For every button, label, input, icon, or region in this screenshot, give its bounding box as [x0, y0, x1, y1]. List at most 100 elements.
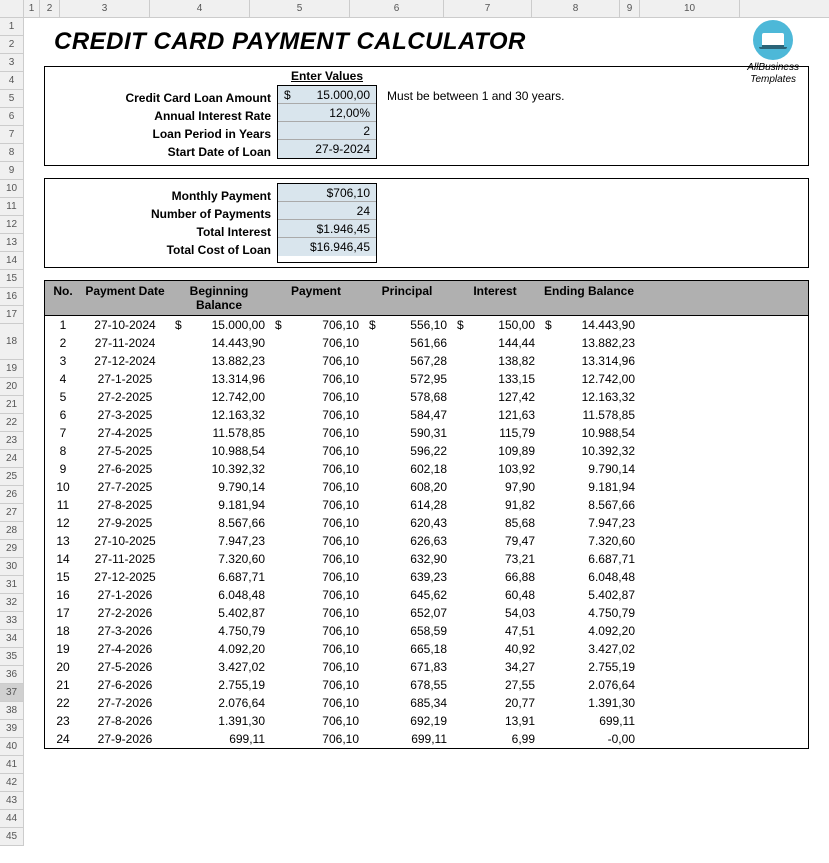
- cell-end: 13.882,23: [539, 334, 639, 352]
- row-header[interactable]: 9: [0, 162, 23, 180]
- cell-date: 27-1-2025: [81, 370, 169, 388]
- row-header[interactable]: 28: [0, 522, 23, 540]
- input-period[interactable]: 2: [278, 122, 376, 140]
- schedule-row[interactable]: 727-4-202511.578,85706,10590,31115,7910.…: [45, 424, 808, 442]
- schedule-row[interactable]: 1827-3-20264.750,79706,10658,5947,514.09…: [45, 622, 808, 640]
- col-header[interactable]: 7: [444, 0, 532, 17]
- row-header[interactable]: 40: [0, 738, 23, 756]
- col-header[interactable]: 1: [24, 0, 40, 17]
- schedule-row[interactable]: 1727-2-20265.402,87706,10652,0754,034.75…: [45, 604, 808, 622]
- col-header[interactable]: 5: [250, 0, 350, 17]
- col-header[interactable]: 10: [640, 0, 740, 17]
- cell-prin: 639,23: [363, 568, 451, 586]
- schedule-row[interactable]: 427-1-202513.314,96706,10572,95133,1512.…: [45, 370, 808, 388]
- schedule-row[interactable]: 127-10-202415.000,00706,10556,10150,0014…: [45, 316, 808, 334]
- row-header[interactable]: 20: [0, 378, 23, 396]
- logo: AllBusiness Templates: [747, 20, 799, 86]
- schedule-row[interactable]: 227-11-202414.443,90706,10561,66144,4413…: [45, 334, 808, 352]
- schedule-row[interactable]: 1327-10-20257.947,23706,10626,6379,477.3…: [45, 532, 808, 550]
- schedule-row[interactable]: 1427-11-20257.320,60706,10632,9073,216.6…: [45, 550, 808, 568]
- schedule-row[interactable]: 827-5-202510.988,54706,10596,22109,8910.…: [45, 442, 808, 460]
- row-header[interactable]: 18: [0, 324, 23, 360]
- row-header[interactable]: 4: [0, 72, 23, 90]
- schedule-row[interactable]: 2127-6-20262.755,19706,10678,5527,552.07…: [45, 676, 808, 694]
- schedule-row[interactable]: 1927-4-20264.092,20706,10665,1840,923.42…: [45, 640, 808, 658]
- row-header[interactable]: 31: [0, 576, 23, 594]
- col-header[interactable]: 6: [350, 0, 444, 17]
- schedule-row[interactable]: 1627-1-20266.048,48706,10645,6260,485.40…: [45, 586, 808, 604]
- input-loan-amount[interactable]: $15.000,00: [278, 86, 376, 104]
- row-header[interactable]: 43: [0, 792, 23, 810]
- row-header[interactable]: 17: [0, 306, 23, 324]
- row-header[interactable]: 41: [0, 756, 23, 774]
- schedule-row[interactable]: 927-6-202510.392,32706,10602,18103,929.7…: [45, 460, 808, 478]
- cell-date: 27-1-2026: [81, 586, 169, 604]
- row-header[interactable]: 23: [0, 432, 23, 450]
- cell-date: 27-9-2026: [81, 730, 169, 748]
- cell-prin: 602,18: [363, 460, 451, 478]
- cell-no: 8: [45, 442, 81, 460]
- schedule-row[interactable]: 1527-12-20256.687,71706,10639,2366,886.0…: [45, 568, 808, 586]
- row-header[interactable]: 8: [0, 144, 23, 162]
- row-header[interactable]: 24: [0, 450, 23, 468]
- row-header[interactable]: 11: [0, 198, 23, 216]
- row-header[interactable]: 42: [0, 774, 23, 792]
- cell-no: 5: [45, 388, 81, 406]
- row-header[interactable]: 27: [0, 504, 23, 522]
- schedule-row[interactable]: 1027-7-20259.790,14706,10608,2097,909.18…: [45, 478, 808, 496]
- row-header[interactable]: 21: [0, 396, 23, 414]
- row-header[interactable]: 33: [0, 612, 23, 630]
- cell-no: 23: [45, 712, 81, 730]
- col-header[interactable]: [0, 0, 24, 17]
- cell-pay: 706,10: [269, 676, 363, 694]
- row-header[interactable]: 3: [0, 54, 23, 72]
- row-header[interactable]: 35: [0, 648, 23, 666]
- row-header[interactable]: 6: [0, 108, 23, 126]
- schedule-row[interactable]: 627-3-202512.163,32706,10584,47121,6311.…: [45, 406, 808, 424]
- row-header[interactable]: 19: [0, 360, 23, 378]
- schedule-row[interactable]: 327-12-202413.882,23706,10567,28138,8213…: [45, 352, 808, 370]
- schedule-row[interactable]: 2027-5-20263.427,02706,10671,8334,272.75…: [45, 658, 808, 676]
- spreadsheet: 12345678910 1234567891011121314151617181…: [0, 0, 829, 757]
- row-header[interactable]: 14: [0, 252, 23, 270]
- row-header[interactable]: 2: [0, 36, 23, 54]
- col-header[interactable]: 9: [620, 0, 640, 17]
- col-header[interactable]: 2: [40, 0, 60, 17]
- row-header[interactable]: 38: [0, 702, 23, 720]
- row-header[interactable]: 32: [0, 594, 23, 612]
- col-header[interactable]: 3: [60, 0, 150, 17]
- row-header[interactable]: 30: [0, 558, 23, 576]
- row-header[interactable]: 12: [0, 216, 23, 234]
- row-header[interactable]: 36: [0, 666, 23, 684]
- row-header[interactable]: 29: [0, 540, 23, 558]
- row-header[interactable]: 45: [0, 828, 23, 846]
- hdr-no: No.: [45, 281, 81, 315]
- schedule-row[interactable]: 1127-8-20259.181,94706,10614,2891,828.56…: [45, 496, 808, 514]
- row-header[interactable]: 7: [0, 126, 23, 144]
- col-header[interactable]: 4: [150, 0, 250, 17]
- schedule-row[interactable]: 2327-8-20261.391,30706,10692,1913,91699,…: [45, 712, 808, 730]
- row-header[interactable]: 1: [0, 18, 23, 36]
- schedule-row[interactable]: 2427-9-2026699,11706,10699,116,99-0,00: [45, 730, 808, 748]
- row-header[interactable]: 25: [0, 468, 23, 486]
- schedule-row[interactable]: 527-2-202512.742,00706,10578,68127,4212.…: [45, 388, 808, 406]
- row-header[interactable]: 34: [0, 630, 23, 648]
- row-header[interactable]: 44: [0, 810, 23, 828]
- schedule-row[interactable]: 2227-7-20262.076,64706,10685,3420,771.39…: [45, 694, 808, 712]
- col-header[interactable]: 8: [532, 0, 620, 17]
- cell-int: 34,27: [451, 658, 539, 676]
- row-header[interactable]: 15: [0, 270, 23, 288]
- input-start[interactable]: 27-9-2024: [278, 140, 376, 158]
- row-header[interactable]: 13: [0, 234, 23, 252]
- row-header[interactable]: 10: [0, 180, 23, 198]
- row-header[interactable]: 16: [0, 288, 23, 306]
- row-header[interactable]: 39: [0, 720, 23, 738]
- row-header[interactable]: 37: [0, 684, 23, 702]
- row-header[interactable]: 5: [0, 90, 23, 108]
- row-header[interactable]: 22: [0, 414, 23, 432]
- cell-end: 11.578,85: [539, 406, 639, 424]
- row-header[interactable]: 26: [0, 486, 23, 504]
- schedule-row[interactable]: 1227-9-20258.567,66706,10620,4385,687.94…: [45, 514, 808, 532]
- input-rate[interactable]: 12,00%: [278, 104, 376, 122]
- cell-prin: 652,07: [363, 604, 451, 622]
